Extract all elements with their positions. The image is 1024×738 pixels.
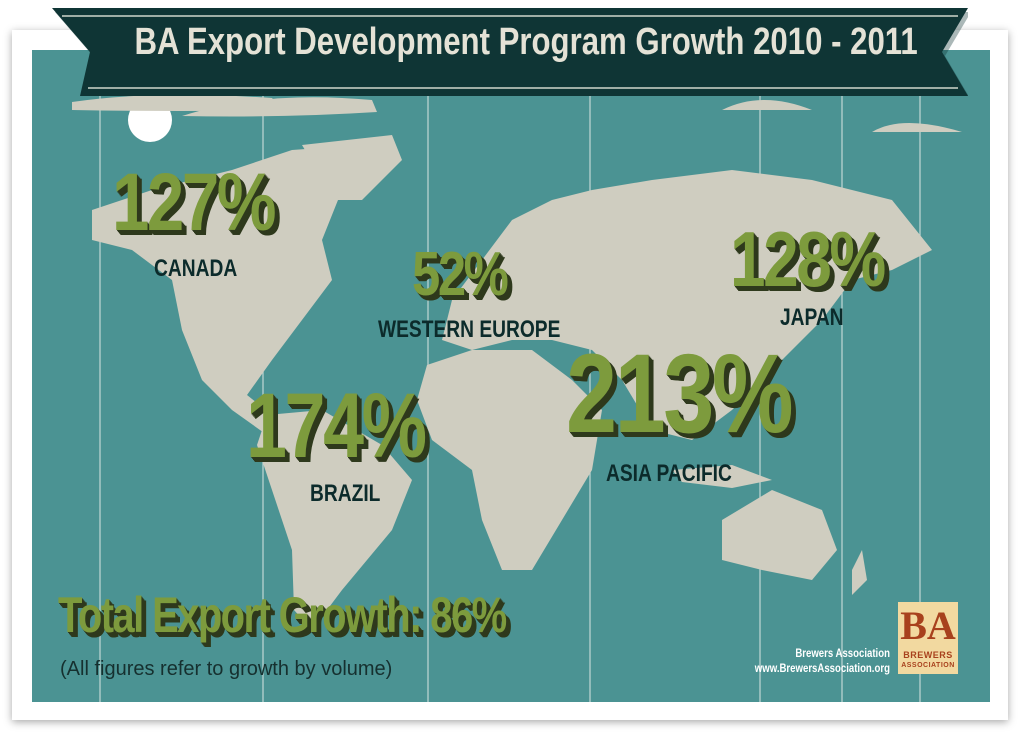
japan-label: JAPAN <box>780 304 844 331</box>
logo-line1: BREWERS <box>903 650 953 660</box>
page-title: BA Export Development Program Growth 201… <box>134 21 918 63</box>
western-europe-value: 52% <box>412 240 509 309</box>
footnote: (All figures refer to growth by volume) <box>60 658 393 680</box>
credit: Brewers Association www.BrewersAssociati… <box>755 646 890 676</box>
asia-pacific-value: 213% <box>566 331 794 456</box>
logo-line2: ASSOCIATION <box>901 662 955 669</box>
map-graphic <box>72 50 962 702</box>
credit-url: www.BrewersAssociation.org <box>754 661 890 675</box>
total-export-growth: Total Export Growth: 86% <box>58 587 507 643</box>
title-banner: BA Export Development Program Growth 201… <box>52 8 968 96</box>
canada-label: CANADA <box>154 255 238 282</box>
credit-name: Brewers Association <box>795 646 890 660</box>
brewers-association-logo: BA BREWERS ASSOCIATION <box>898 602 958 674</box>
brazil-label: BRAZIL <box>310 480 381 507</box>
japan-value: 128% <box>730 215 886 303</box>
canada-value: 127% <box>112 157 277 248</box>
asia-pacific-label: ASIA PACIFIC <box>606 460 732 487</box>
continents <box>72 94 962 630</box>
logo-mark: BA <box>900 603 956 648</box>
world-map: 127% CANADA 52% WESTERN EUROPE 128% JAPA… <box>32 50 990 702</box>
western-europe-label: WESTERN EUROPE <box>378 316 561 343</box>
brazil-value: 174% <box>246 375 427 477</box>
